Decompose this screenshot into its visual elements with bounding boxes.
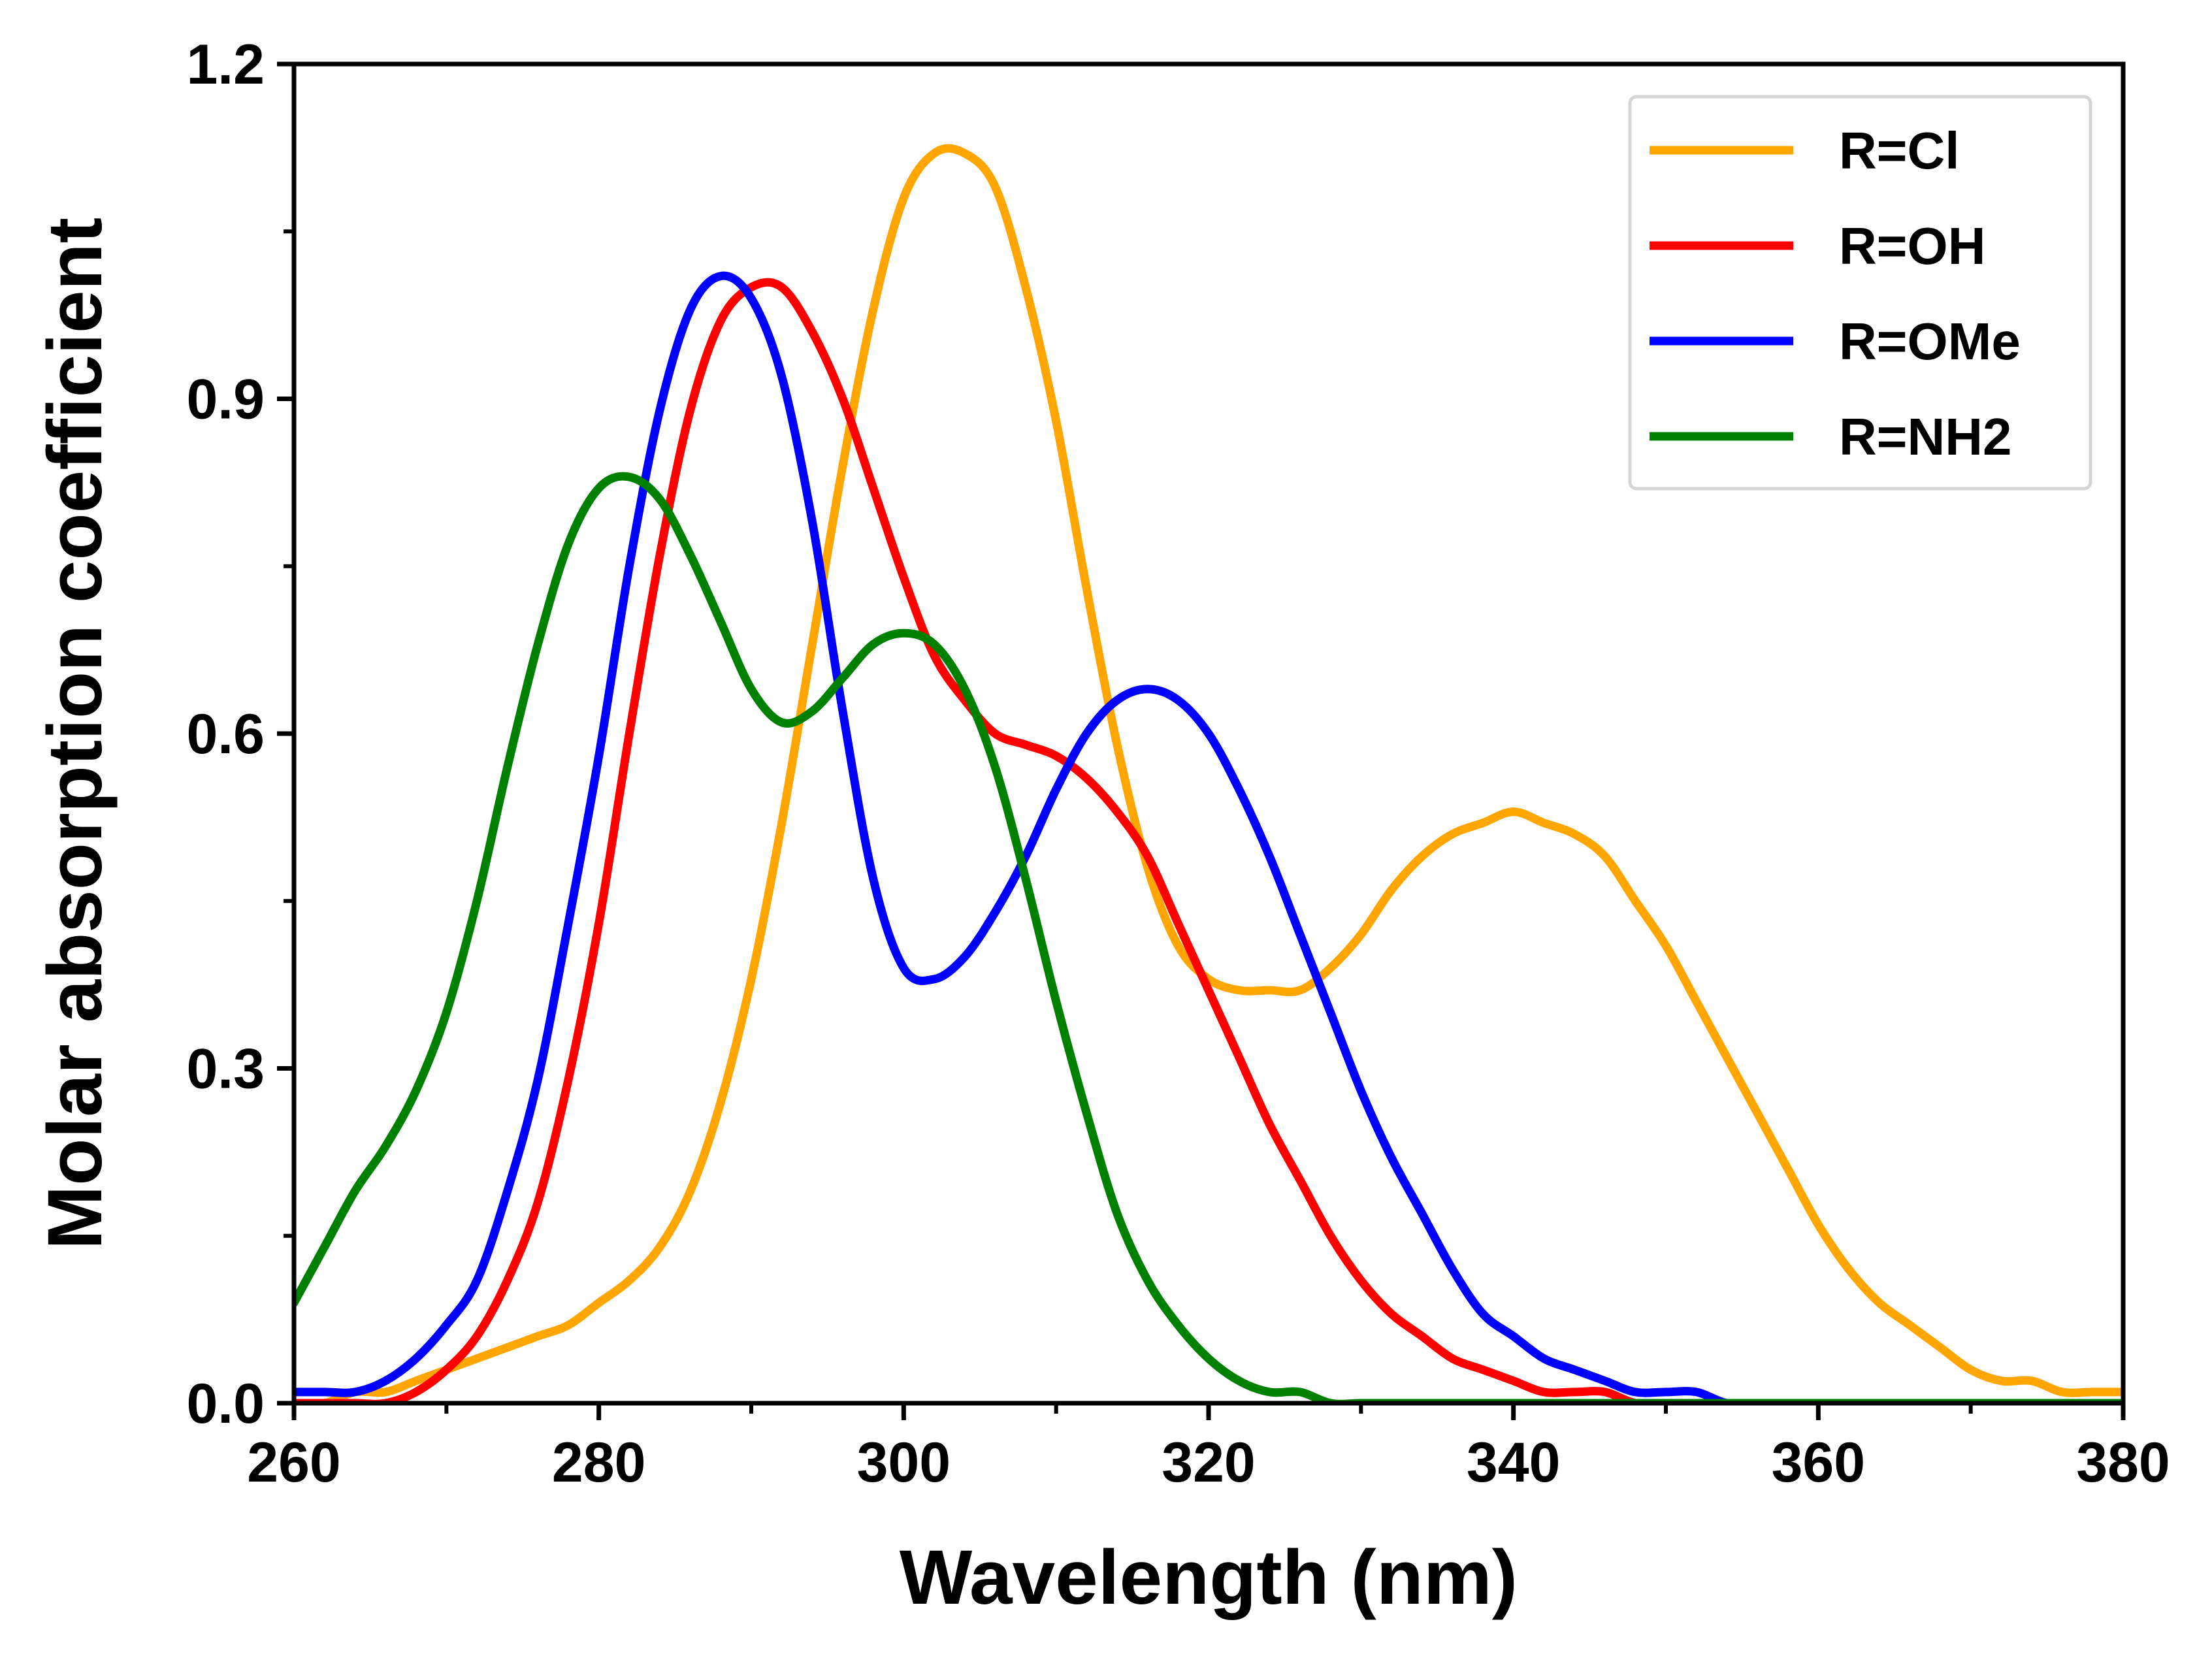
series-line-r-nh2 [294, 472, 2123, 1403]
legend: R=Cl R=OH R=OMe R=NH2 [1628, 95, 2092, 491]
legend-box [1628, 95, 2092, 491]
x-tick-label: 380 [2076, 1431, 2170, 1494]
x-axis-title: Wavelength (nm) [900, 1534, 1518, 1621]
y-axis-title: Molar absorption coefficient [32, 218, 118, 1250]
legend-label: R=OH [1839, 217, 1986, 275]
x-tick-label: 360 [1772, 1431, 1866, 1494]
legend-label: R=OMe [1839, 312, 2021, 370]
x-tick-label: 320 [1162, 1431, 1256, 1494]
x-tick-label: 300 [857, 1431, 951, 1494]
y-tick-label: 0.9 [186, 368, 265, 431]
x-tick-label: 340 [1467, 1431, 1561, 1494]
x-tick-label: 280 [552, 1431, 646, 1494]
tick-labels: 260 280 300 320 340 360 380 0.0 0.3 0.6 0.9 1.2 [186, 33, 2170, 1494]
y-tick-label: 1.2 [186, 33, 265, 96]
series-line-r-ome [294, 271, 2123, 1403]
axis-ticks [277, 61, 2126, 1420]
legend-label: R=NH2 [1839, 408, 2012, 466]
y-tick-label: 0.6 [186, 703, 265, 766]
y-tick-label: 0.3 [186, 1038, 265, 1101]
y-tick-label: 0.0 [186, 1372, 265, 1435]
series-line-r-oh [294, 278, 2123, 1403]
x-tick-label: 260 [247, 1431, 341, 1494]
plot-lines [294, 144, 2123, 1403]
legend-label: R=Cl [1839, 122, 1960, 180]
series-line-r-cl [294, 144, 2123, 1403]
